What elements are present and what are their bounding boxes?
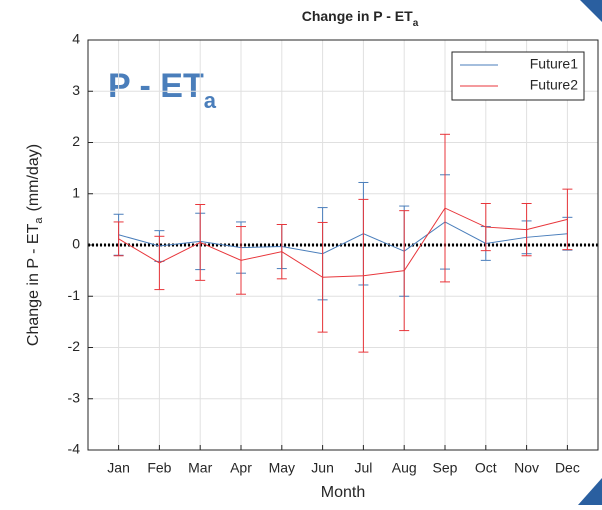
y-label-suffix: (mm/day) xyxy=(25,144,42,212)
y-tick-label: 2 xyxy=(72,133,80,149)
y-label-text: Change in P - ET xyxy=(25,223,42,346)
x-tick-label: Oct xyxy=(475,460,497,476)
chart-title: Change in P - ETa xyxy=(302,8,419,29)
x-tick-label: May xyxy=(269,460,295,476)
y-tick-label: 3 xyxy=(72,82,80,98)
y-tick-label: 1 xyxy=(72,184,80,200)
x-tick-label: Feb xyxy=(147,460,171,476)
y-label-subscript: a xyxy=(33,217,45,224)
corner-decoration xyxy=(578,478,602,505)
data xyxy=(88,133,598,353)
annotation-subscript: a xyxy=(204,88,217,113)
x-tick-label: Mar xyxy=(188,460,212,476)
y-tick-label: 4 xyxy=(72,31,80,47)
legend: Future1 Future2 xyxy=(451,51,585,101)
title-text: Change in P - ET xyxy=(302,8,413,24)
series-line xyxy=(118,207,568,278)
series-line xyxy=(118,221,568,255)
annotation-text: P - ET xyxy=(108,67,204,105)
x-tick-label: Jul xyxy=(354,460,372,476)
x-tick-label: Aug xyxy=(392,460,417,476)
legend-label: Future2 xyxy=(530,77,578,93)
corner-decoration xyxy=(580,0,602,22)
x-tick-label: Nov xyxy=(514,460,539,476)
x-tick-label: Jan xyxy=(107,460,130,476)
annotation: P - ETa xyxy=(108,67,217,113)
title-subscript: a xyxy=(413,18,419,29)
legend-label: Future1 xyxy=(530,56,578,72)
x-tick-label: Dec xyxy=(555,460,580,476)
legend-box xyxy=(451,51,585,101)
y-axis-label: Change in P - ETa (mm/day) xyxy=(25,144,45,346)
y-tick-label: -4 xyxy=(68,441,81,457)
y-tick-label: -1 xyxy=(68,287,81,303)
axes-box xyxy=(87,39,599,451)
x-axis-label: Month xyxy=(321,484,365,501)
y-tick-label: -2 xyxy=(68,338,81,354)
x-tick-label: Sep xyxy=(433,460,458,476)
x-tick-label: Jun xyxy=(311,460,334,476)
x-tick-label: Apr xyxy=(230,460,252,476)
y-tick-label: -3 xyxy=(68,389,81,405)
y-tick-label: 0 xyxy=(72,236,80,252)
